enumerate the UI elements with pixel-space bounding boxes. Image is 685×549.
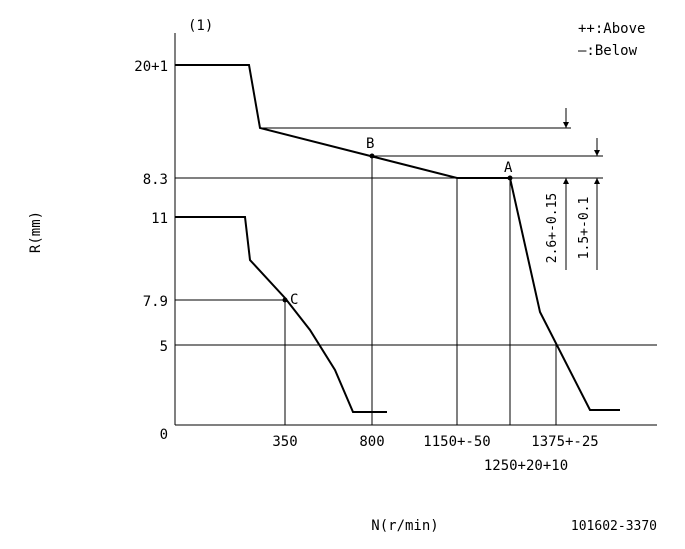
point-a-marker	[507, 175, 513, 181]
x-axis-title: N(r/min)	[371, 518, 438, 534]
x-tick-1150: 1150+-50	[423, 434, 490, 450]
y-axis-title: R(mm)	[28, 211, 44, 253]
x-tick-1250: 1250+20+10	[484, 458, 568, 474]
y-tick-11: 11	[151, 211, 168, 227]
y-tick-5: 5	[160, 339, 168, 355]
dim-label-1-5: 1.5+-0.1	[577, 197, 592, 260]
legend-below: —:Below	[578, 43, 638, 59]
point-c-marker	[282, 297, 288, 303]
x-tick-1375: 1375+-25	[531, 434, 598, 450]
part-number: 101602-3370	[571, 519, 657, 534]
upper-curve	[175, 64, 620, 411]
y-tick-0: 0	[160, 427, 168, 443]
y-tick-8-3: 8.3	[143, 172, 168, 188]
y-tick-7-9: 7.9	[143, 294, 168, 310]
x-tick-800: 800	[359, 434, 384, 450]
x-tick-350: 350	[272, 434, 297, 450]
legend-above: ++:Above	[578, 21, 645, 37]
lower-curve	[175, 216, 387, 413]
point-c-label: C	[290, 292, 298, 308]
point-b-label: B	[366, 136, 374, 152]
point-b-marker	[369, 153, 375, 159]
y-tick-20: 20+1	[134, 59, 168, 75]
figure-label: (1)	[188, 18, 213, 34]
point-a-label: A	[504, 160, 513, 176]
dim-label-2-6: 2.6+-0.15	[545, 193, 560, 263]
